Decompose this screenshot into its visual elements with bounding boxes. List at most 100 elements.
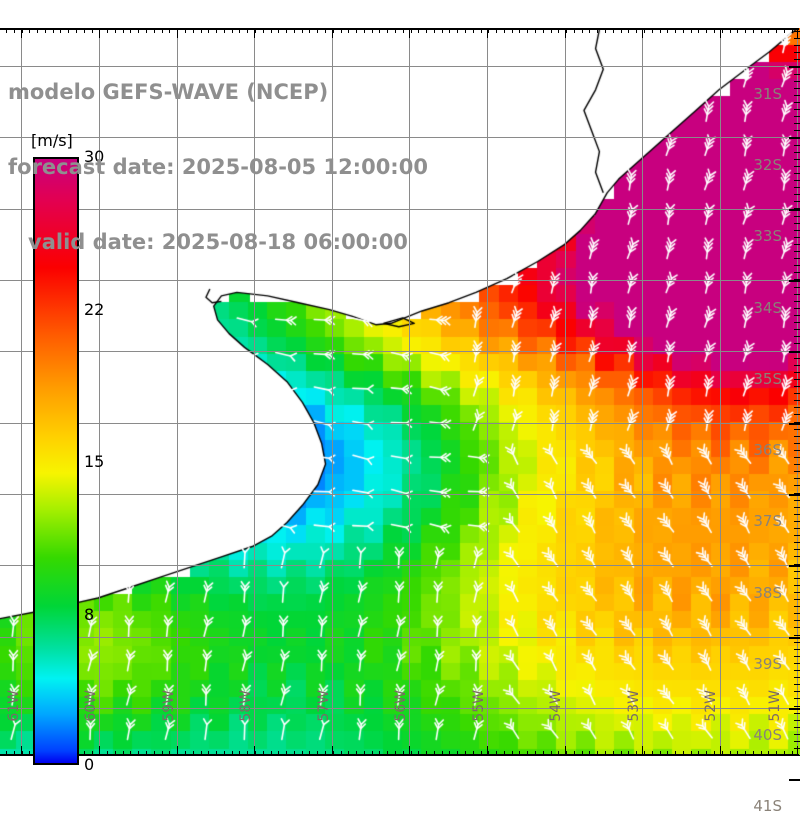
axis-tick-minor (208, 28, 209, 33)
gridline-lon-9 (720, 28, 721, 756)
axis-tick-minor (794, 258, 800, 259)
axis-tick-minor (745, 28, 746, 33)
lon-label-54W: 54W (548, 690, 564, 722)
axis-tick-minor (442, 28, 443, 33)
gridline-lon-4 (332, 28, 333, 756)
axis-tick-minor (613, 751, 614, 756)
axis-tick-major (332, 746, 333, 756)
axis-tick-major (21, 28, 22, 38)
axis-tick-minor (794, 74, 800, 75)
axis-tick-minor (146, 751, 147, 756)
axis-tick-minor (418, 751, 419, 756)
axis-tick-minor (794, 706, 800, 707)
axis-tick-minor (255, 28, 256, 33)
axis-tick-minor (154, 28, 155, 33)
axis-tick-minor (730, 751, 731, 756)
gridline-lat-1 (0, 137, 800, 138)
axis-tick-minor (597, 28, 598, 33)
axis-tick-major (99, 746, 100, 756)
axis-tick-minor (465, 28, 466, 33)
axis-tick-minor (558, 28, 559, 33)
axis-tick-minor (535, 28, 536, 33)
axis-tick-minor (574, 751, 575, 756)
lon-label-60W: 60W (83, 690, 99, 722)
axis-tick-minor (794, 301, 800, 302)
axis-tick-major (720, 746, 721, 756)
axis-tick-minor (621, 28, 622, 33)
axis-tick-major (642, 28, 643, 38)
gridline-lat-5 (0, 423, 800, 424)
axis-tick-minor (792, 28, 793, 33)
colorbar-unit-label: [m/s] (31, 131, 73, 150)
axis-tick-minor (348, 751, 349, 756)
axis-tick-minor (794, 592, 800, 593)
axis-tick-minor (794, 606, 800, 607)
axis-tick-minor (22, 751, 23, 756)
axis-tick-minor (794, 38, 800, 39)
axis-tick-minor (794, 393, 800, 394)
axis-tick-minor (794, 159, 800, 160)
lat-label-34S: 34S (753, 299, 782, 317)
axis-tick-minor (504, 751, 505, 756)
axis-tick-minor (543, 751, 544, 756)
axis-tick-minor (162, 751, 163, 756)
axis-tick-minor (794, 656, 800, 657)
axis-tick-minor (794, 400, 800, 401)
axis-tick-minor (457, 28, 458, 33)
gridline-lon-3 (254, 28, 255, 756)
axis-tick-minor (22, 28, 23, 33)
axis-tick-major (789, 66, 800, 68)
axis-tick-minor (193, 751, 194, 756)
axis-tick-minor (714, 28, 715, 33)
colorbar-tick-0: 0 (84, 755, 95, 774)
axis-tick-minor (488, 28, 489, 33)
axis-tick-minor (784, 28, 785, 33)
axis-tick-minor (794, 223, 800, 224)
lon-label-52W: 52W (703, 690, 719, 722)
axis-tick-minor (794, 180, 800, 181)
axis-tick-minor (387, 751, 388, 756)
axis-tick-minor (794, 564, 800, 565)
colorbar-tick-22: 22 (84, 300, 105, 319)
axis-tick-minor (794, 599, 800, 600)
axis-tick-minor (794, 244, 800, 245)
axis-tick-minor (794, 748, 800, 749)
axis-tick-major (720, 28, 721, 38)
axis-tick-minor (107, 28, 108, 33)
lon-label-55W: 55W (471, 690, 487, 722)
axis-tick-minor (794, 152, 800, 153)
axis-tick-minor (92, 28, 93, 33)
axis-tick-minor (60, 28, 61, 33)
axis-tick-minor (519, 28, 520, 33)
axis-tick-minor (271, 751, 272, 756)
axis-tick-minor (794, 230, 800, 231)
axis-tick-minor (14, 751, 15, 756)
axis-tick-minor (794, 450, 800, 451)
axis-tick-minor (341, 751, 342, 756)
axis-tick-minor (794, 457, 800, 458)
axis-tick-minor (255, 751, 256, 756)
axis-tick-minor (123, 751, 124, 756)
axis-tick-minor (794, 265, 800, 266)
axis-tick-minor (794, 521, 800, 522)
axis-tick-minor (794, 485, 800, 486)
axis-tick-minor (551, 751, 552, 756)
axis-tick-major (409, 746, 410, 756)
axis-tick-minor (208, 751, 209, 756)
axis-tick-minor (794, 358, 800, 359)
axis-tick-minor (84, 751, 85, 756)
axis-tick-minor (130, 28, 131, 33)
axis-tick-minor (794, 556, 800, 557)
axis-tick-minor (794, 173, 800, 174)
axis-tick-minor (14, 28, 15, 33)
axis-tick-major (789, 494, 800, 496)
axis-tick-major (487, 28, 488, 38)
axis-tick-minor (794, 287, 800, 288)
axis-tick-major (332, 28, 333, 38)
axis-tick-minor (232, 751, 233, 756)
axis-tick-minor (395, 751, 396, 756)
axis-tick-minor (68, 28, 69, 33)
axis-tick-minor (138, 28, 139, 33)
axis-tick-minor (784, 751, 785, 756)
axis-tick-minor (794, 322, 800, 323)
